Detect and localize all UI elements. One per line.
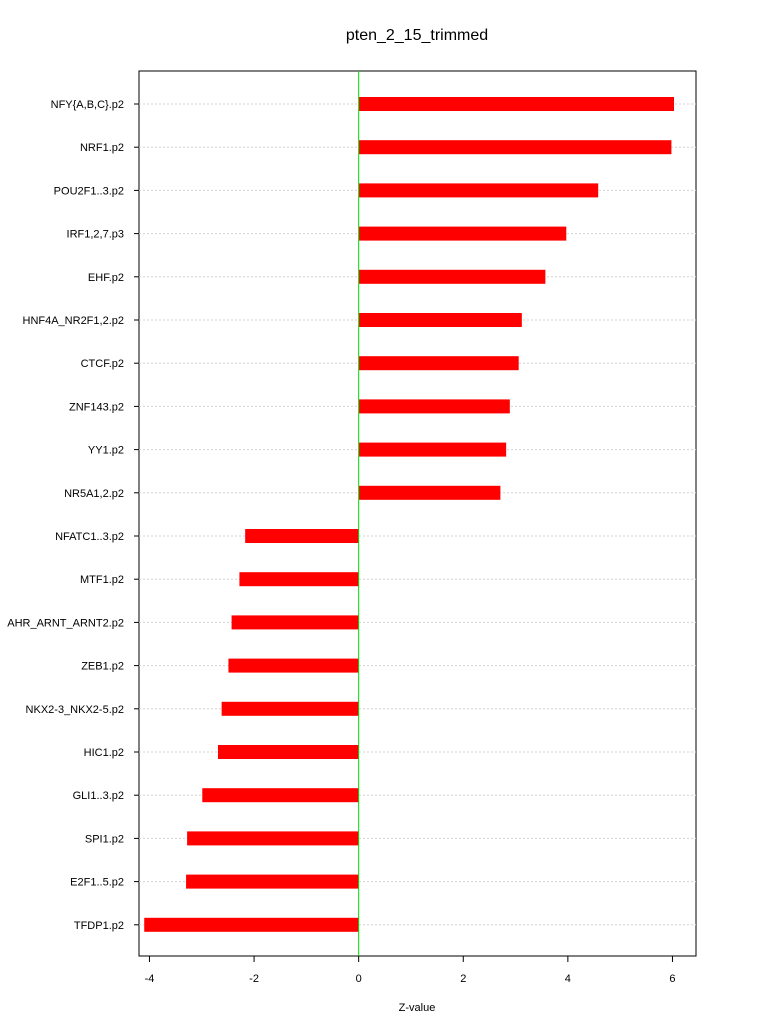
- category-label: MTF1.p2: [80, 574, 124, 586]
- bar: [358, 442, 507, 457]
- bar: [358, 356, 519, 371]
- category-label: POU2F1..3.p2: [54, 185, 124, 197]
- category-label: CTCF.p2: [81, 358, 124, 370]
- category-label: TFDP1.p2: [74, 920, 124, 932]
- category-label: EHF.p2: [88, 272, 124, 284]
- category-label: HIC1.p2: [84, 747, 124, 759]
- bar: [202, 788, 359, 803]
- x-axis: -4 -2 0 2 4 6: [145, 956, 676, 985]
- x-axis-title: Z-value: [399, 1002, 436, 1014]
- category-label: ZEB1.p2: [81, 661, 124, 673]
- bar: [358, 183, 599, 198]
- bar: [228, 658, 359, 673]
- x-tick-label: 6: [669, 973, 675, 985]
- category-label: YY1.p2: [88, 445, 124, 457]
- category-label: NRF1.p2: [80, 142, 124, 154]
- category-label: HNF4A_NR2F1,2.p2: [23, 315, 125, 327]
- bar: [245, 529, 359, 543]
- category-label: NR5A1,2.p2: [64, 488, 124, 500]
- x-tick-label: -2: [249, 973, 259, 985]
- bar: [358, 485, 501, 500]
- x-tick-label: -4: [145, 973, 155, 985]
- bar: [217, 745, 359, 759]
- bar: [358, 226, 567, 241]
- category-label: E2F1..5.p2: [70, 877, 124, 889]
- x-tick-label: 0: [356, 973, 362, 985]
- category-label: NFY{A,B,C}.p2: [51, 99, 124, 111]
- category-label: NFATC1..3.p2: [55, 531, 124, 543]
- x-tick-label: 4: [565, 973, 571, 985]
- category-label: AHR_ARNT_ARNT2.p2: [7, 617, 124, 629]
- category-label: IRF1,2,7.p3: [67, 229, 124, 241]
- bar: [358, 97, 675, 111]
- bar: [187, 831, 359, 846]
- bar: [144, 917, 359, 932]
- category-label: NKX2-3_NKX2-5.p2: [26, 704, 124, 716]
- bars: [144, 97, 675, 932]
- bar: [239, 572, 359, 587]
- chart-title: pten_2_15_trimmed: [346, 27, 488, 44]
- bar: [221, 701, 359, 716]
- category-label: ZNF143.p2: [69, 401, 124, 413]
- category-label: GLI1..3.p2: [73, 790, 124, 802]
- category-label: SPI1.p2: [85, 833, 124, 845]
- bar: [358, 269, 546, 284]
- bar: [358, 140, 672, 155]
- bar: [186, 874, 359, 889]
- plot-frame: [138, 70, 697, 957]
- category-labels: NFY{A,B,C}.p2 NRF1.p2 POU2F1..3.p2 IRF1,2,7…: [7, 99, 139, 932]
- bar: [358, 399, 510, 414]
- bar: [358, 313, 522, 327]
- bar: [231, 615, 359, 630]
- x-tick-label: 2: [460, 973, 466, 985]
